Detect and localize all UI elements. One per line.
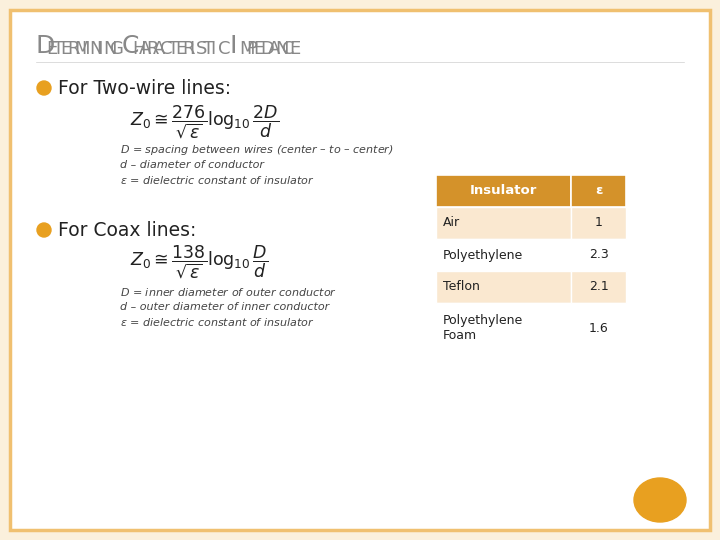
Bar xyxy=(571,303,626,353)
Text: N: N xyxy=(275,40,289,58)
Text: For Coax lines:: For Coax lines: xyxy=(58,220,197,240)
Circle shape xyxy=(37,223,51,237)
Text: Air: Air xyxy=(443,217,460,230)
Text: T: T xyxy=(168,40,179,58)
Bar xyxy=(571,271,626,303)
Text: C: C xyxy=(282,40,294,58)
Bar xyxy=(436,239,571,271)
Text: $Z_0 \cong \dfrac{276}{\sqrt{\varepsilon}}\log_{10}\dfrac{2D}{d}$: $Z_0 \cong \dfrac{276}{\sqrt{\varepsilon… xyxy=(130,104,279,140)
Text: D: D xyxy=(261,40,274,58)
Bar xyxy=(571,207,626,239)
Text: $D$ = spacing between wires (center – to – center): $D$ = spacing between wires (center – to… xyxy=(120,143,394,157)
Text: R: R xyxy=(146,40,158,58)
Text: 1: 1 xyxy=(595,217,603,230)
Text: E: E xyxy=(253,40,265,58)
Text: R: R xyxy=(182,40,194,58)
Text: I: I xyxy=(230,34,237,58)
Text: H: H xyxy=(132,40,145,58)
Text: Polyethylene
Foam: Polyethylene Foam xyxy=(443,314,523,342)
Bar xyxy=(436,271,571,303)
Bar xyxy=(436,207,571,239)
Text: C: C xyxy=(217,40,230,58)
Text: I: I xyxy=(96,40,102,58)
Text: Insulator: Insulator xyxy=(470,185,537,198)
Text: N: N xyxy=(103,40,117,58)
Text: For Two-wire lines:: For Two-wire lines: xyxy=(58,78,231,98)
Text: M: M xyxy=(74,40,90,58)
Text: P: P xyxy=(246,40,257,58)
Text: I: I xyxy=(210,40,216,58)
Text: 1.6: 1.6 xyxy=(589,321,608,334)
Bar xyxy=(436,175,571,207)
Text: A: A xyxy=(139,40,151,58)
Text: d – diameter of conductor: d – diameter of conductor xyxy=(120,160,264,170)
Text: N: N xyxy=(89,40,102,58)
Text: I: I xyxy=(189,40,194,58)
Text: $Z_0 \cong \dfrac{138}{\sqrt{\varepsilon}}\log_{10}\dfrac{D}{d}$: $Z_0 \cong \dfrac{138}{\sqrt{\varepsilon… xyxy=(130,244,268,281)
Text: $D$ = inner diameter of outer conductor: $D$ = inner diameter of outer conductor xyxy=(120,286,337,298)
Text: A: A xyxy=(153,40,166,58)
Text: d – outer diameter of inner conductor: d – outer diameter of inner conductor xyxy=(120,302,329,312)
Text: S: S xyxy=(197,40,207,58)
Text: E: E xyxy=(46,40,57,58)
Text: 2.1: 2.1 xyxy=(589,280,608,294)
Bar xyxy=(571,239,626,271)
Text: I: I xyxy=(81,40,87,58)
Bar xyxy=(436,303,571,353)
Text: E: E xyxy=(289,40,300,58)
Circle shape xyxy=(37,81,51,95)
Text: M: M xyxy=(239,40,255,58)
Text: T: T xyxy=(203,40,215,58)
Text: A: A xyxy=(268,40,280,58)
Text: $\varepsilon$ = dielectric constant of insulator: $\varepsilon$ = dielectric constant of i… xyxy=(120,174,315,186)
Text: E: E xyxy=(60,40,71,58)
Text: C: C xyxy=(161,40,173,58)
Text: C: C xyxy=(122,34,140,58)
Text: 2.3: 2.3 xyxy=(589,248,608,261)
Text: ε: ε xyxy=(595,185,602,198)
Text: T: T xyxy=(53,40,64,58)
Text: R: R xyxy=(68,40,80,58)
Text: $\varepsilon$ = dielectric constant of insulator: $\varepsilon$ = dielectric constant of i… xyxy=(120,316,315,328)
Ellipse shape xyxy=(634,478,686,522)
Text: Teflon: Teflon xyxy=(443,280,480,294)
Bar xyxy=(571,175,626,207)
Text: E: E xyxy=(175,40,186,58)
Text: G: G xyxy=(110,40,124,58)
Text: D: D xyxy=(36,34,55,58)
Text: Polyethylene: Polyethylene xyxy=(443,248,523,261)
